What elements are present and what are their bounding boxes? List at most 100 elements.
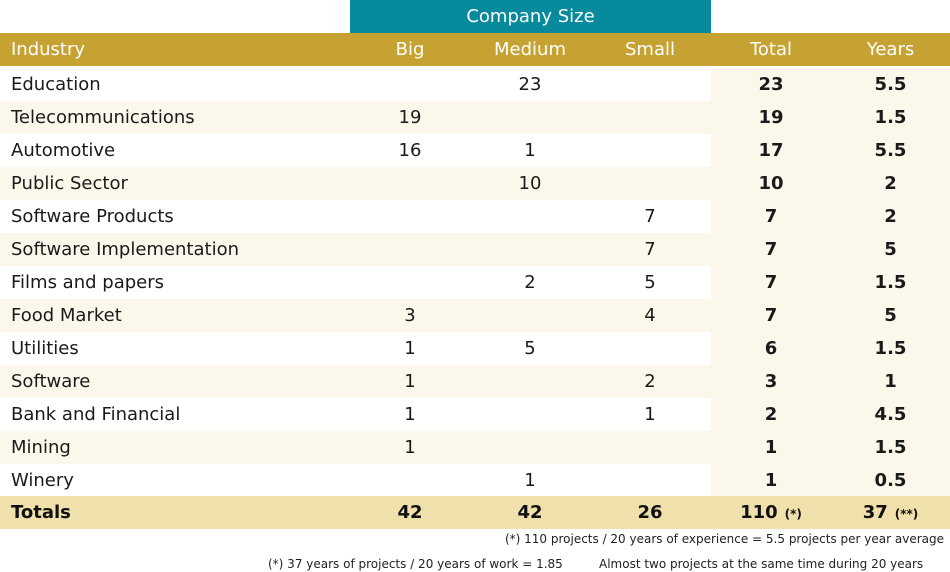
cell-years: 2 <box>884 173 897 194</box>
totals-big: 42 <box>397 502 423 523</box>
total-column-shading <box>711 266 950 299</box>
cell-big <box>350 167 470 200</box>
cell-small: 1 <box>644 404 656 425</box>
table-row: Winery 1 1 0.5 <box>0 464 950 497</box>
total-column-shading <box>711 365 950 398</box>
cell-small <box>590 68 710 101</box>
cell-total: 3 <box>764 371 778 392</box>
total-column-shading <box>711 68 950 101</box>
cell-small <box>590 167 710 200</box>
cell-industry: Bank and Financial <box>11 404 181 425</box>
cell-small: 4 <box>644 305 656 326</box>
cell-total: 23 <box>758 74 784 95</box>
cell-years: 4.5 <box>874 404 907 425</box>
totals-total-value: 110 <box>740 502 778 523</box>
cell-years: 5.5 <box>874 140 907 161</box>
cell-industry: Software Products <box>11 206 174 227</box>
cell-medium: 1 <box>524 140 536 161</box>
cell-years: 5 <box>884 305 897 326</box>
cell-big: 19 <box>398 107 422 128</box>
cell-years: 0.5 <box>874 470 907 491</box>
totals-total: 110 (*) <box>711 496 831 529</box>
footnote-years-ratio: (*) 37 years of projects / 20 years of w… <box>268 557 563 571</box>
cell-total: 10 <box>758 173 784 194</box>
cell-medium: 23 <box>518 74 542 95</box>
totals-label: Totals <box>11 502 71 523</box>
cell-industry: Software <box>11 371 91 392</box>
cell-medium: 10 <box>518 173 542 194</box>
cell-years: 5 <box>884 239 897 260</box>
footnote-projects-per-year: (*) 110 projects / 20 years of experienc… <box>504 532 944 546</box>
total-column-shading <box>711 233 950 266</box>
table-row: Bank and Financial 1 1 2 4.5 <box>0 398 950 431</box>
cell-medium <box>470 101 590 134</box>
totals-medium: 42 <box>517 502 543 523</box>
cell-industry: Food Market <box>11 305 122 326</box>
table-row: Automotive 16 1 17 5.5 <box>0 134 950 167</box>
cell-big: 3 <box>404 305 416 326</box>
header-small: Small <box>625 39 675 60</box>
table-row: Films and papers 2 5 7 1.5 <box>0 266 950 299</box>
totals-total-footnote-mark: (*) <box>784 507 802 521</box>
total-column-shading <box>711 398 950 431</box>
cell-medium <box>470 398 590 431</box>
header-total: Total <box>749 39 793 60</box>
company-size-header: Company Size <box>350 0 711 33</box>
cell-years: 1.5 <box>874 437 907 458</box>
totals-small: 26 <box>637 502 663 523</box>
cell-medium <box>470 299 590 332</box>
cell-total: 7 <box>764 305 778 326</box>
header-medium: Medium <box>494 39 566 60</box>
cell-total: 17 <box>758 140 784 161</box>
cell-industry: Education <box>11 74 101 95</box>
cell-small <box>590 464 710 497</box>
total-column-shading <box>711 167 950 200</box>
total-column-shading <box>711 134 950 167</box>
cell-medium <box>470 233 590 266</box>
cell-years: 1.5 <box>874 107 907 128</box>
cell-medium <box>470 365 590 398</box>
cell-small <box>590 332 710 365</box>
cell-big <box>350 68 470 101</box>
cell-small: 2 <box>644 371 656 392</box>
table-row: Food Market 3 4 7 5 <box>0 299 950 332</box>
cell-industry: Automotive <box>11 140 116 161</box>
cell-small <box>590 431 710 464</box>
table-row: Mining 1 1 1.5 <box>0 431 950 464</box>
total-column-shading <box>711 299 950 332</box>
cell-small: 5 <box>644 272 656 293</box>
cell-industry: Films and papers <box>11 272 164 293</box>
cell-medium: 2 <box>524 272 536 293</box>
cell-big <box>350 233 470 266</box>
footnote-concurrency: Almost two projects at the same time dur… <box>599 557 924 571</box>
cell-industry: Public Sector <box>11 173 128 194</box>
table-header: Industry Big Medium Small Total Years <box>0 33 950 66</box>
cell-big <box>350 266 470 299</box>
total-column-shading <box>711 101 950 134</box>
cell-big: 1 <box>404 371 416 392</box>
cell-years: 1 <box>884 371 897 392</box>
cell-total: 7 <box>764 239 778 260</box>
header-big: Big <box>395 39 425 60</box>
cell-industry: Utilities <box>11 338 79 359</box>
cell-total: 7 <box>764 272 778 293</box>
cell-big: 1 <box>404 338 416 359</box>
totals-row: Totals 42 42 26 110 (*) 37 (**) <box>0 496 950 529</box>
cell-big: 1 <box>404 404 416 425</box>
cell-years: 1.5 <box>874 338 907 359</box>
cell-big: 16 <box>398 140 422 161</box>
cell-total: 7 <box>764 206 778 227</box>
cell-big <box>350 464 470 497</box>
cell-total: 1 <box>764 470 778 491</box>
cell-industry: Winery <box>11 470 74 491</box>
header-industry: Industry <box>11 39 86 60</box>
cell-medium: 1 <box>524 470 536 491</box>
cell-small <box>590 101 710 134</box>
cell-industry: Mining <box>11 437 71 458</box>
cell-total: 2 <box>764 404 778 425</box>
cell-medium: 5 <box>524 338 536 359</box>
total-column-shading <box>711 431 950 464</box>
cell-industry: Software Implementation <box>11 239 239 260</box>
cell-total: 1 <box>764 437 778 458</box>
totals-years-value: 37 <box>862 502 888 523</box>
